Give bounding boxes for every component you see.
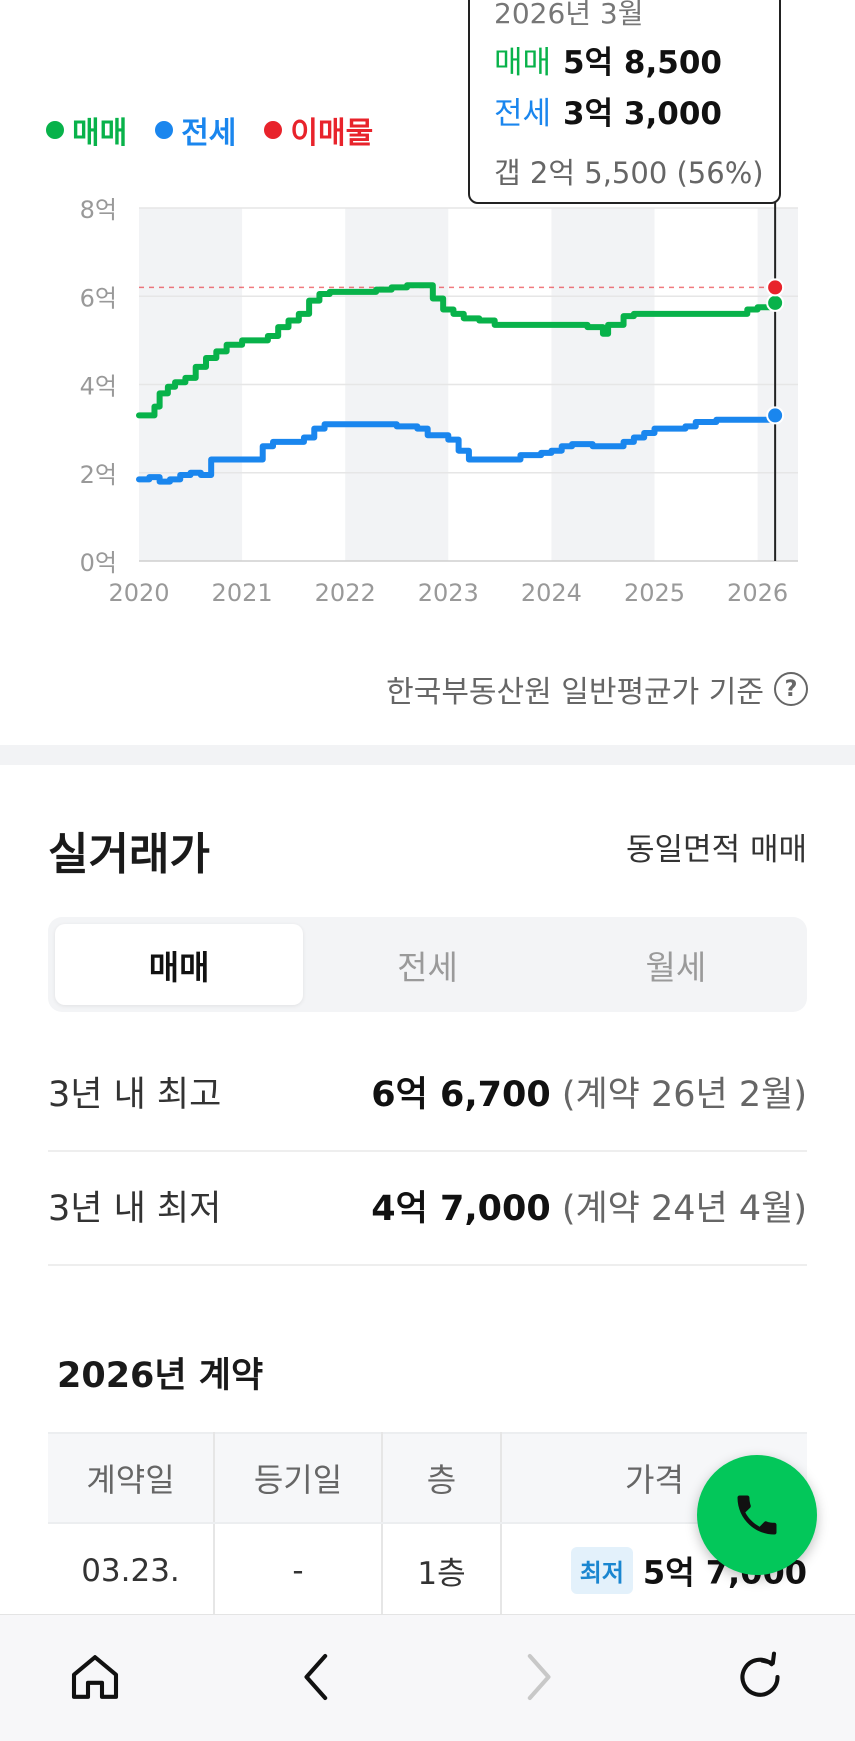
- table-header-row: 계약일 등기일 층 가격: [48, 1432, 807, 1524]
- legend-dot-jeonse: [155, 121, 174, 139]
- call-button[interactable]: [697, 1455, 817, 1575]
- section-divider: [0, 745, 855, 765]
- refresh-button[interactable]: [728, 1645, 792, 1709]
- cell-floor: 1층: [382, 1523, 502, 1617]
- back-icon: [304, 1653, 328, 1701]
- source-note-text: 한국부동산원 일반평균가 기준: [386, 675, 764, 710]
- stat-value-lowest: 4억 7,000 (계약 24년 4월): [371, 1180, 807, 1231]
- cell-registration-date: -: [214, 1523, 383, 1617]
- refresh-icon: [740, 1651, 780, 1697]
- cell-contract-date: 03.23.: [48, 1523, 215, 1617]
- y-tick-label: 8억: [80, 196, 117, 224]
- stat-price-lowest: 4억 7,000: [371, 1189, 551, 1229]
- x-tick-label: 2025: [624, 579, 685, 607]
- home-icon: [71, 1655, 119, 1699]
- header-floor: 층: [382, 1432, 502, 1524]
- x-tick-label: 2021: [212, 579, 273, 607]
- legend-label-jeonse: 전세: [181, 116, 237, 151]
- price-chart-section: 8억 6억 4억 2억 0억 2020 2021 2022 2023 2024 2025 2026 매…: [0, 0, 855, 745]
- tab-sale[interactable]: 매매: [55, 924, 304, 1005]
- stat-divider-1: [48, 1150, 807, 1152]
- tooltip-sale-value: 5억 8,500: [563, 45, 722, 81]
- y-tick-label: 2억: [80, 461, 117, 489]
- series-endpoint-sale: [766, 293, 785, 312]
- stat-note-highest: (계약 26년 2월): [561, 1075, 807, 1115]
- series-endpoint-jeonse: [766, 406, 785, 425]
- y-tick-label: 0억: [80, 549, 117, 577]
- chart-tooltip: 2026년 3월 매매 5억 8,500 전세 3억 3,000 갭 2억 5,50…: [468, 0, 781, 204]
- legend-item-jeonse[interactable]: 전세: [155, 108, 236, 152]
- tooltip-gap: 갭 2억 5,500 (56%): [494, 156, 764, 190]
- deal-type-tabs: 매매 전세 월세: [48, 917, 807, 1012]
- legend-label-listing: 이매물: [290, 116, 374, 151]
- bottom-nav: [0, 1614, 855, 1741]
- x-tick-label: 2026: [727, 579, 788, 607]
- stat-divider-2: [48, 1264, 807, 1266]
- x-tick-label: 2022: [315, 579, 376, 607]
- legend-label-sale: 매매: [72, 116, 128, 151]
- y-tick-label: 6억: [80, 284, 117, 312]
- real-price-title: 실거래가: [48, 829, 210, 880]
- stat-note-lowest: (계약 24년 4월): [561, 1189, 807, 1229]
- x-tick-label: 2020: [108, 579, 169, 607]
- x-tick-label: 2024: [521, 579, 582, 607]
- tooltip-jeonse-value: 3억 3,000: [563, 96, 722, 132]
- listing-point: [766, 278, 785, 297]
- contract-year-title: 2026년 계약: [57, 1356, 264, 1396]
- series-line-sale: [136, 282, 779, 419]
- stat-label-lowest: 3년 내 최저: [48, 1189, 222, 1229]
- legend-dot-sale: [46, 121, 64, 139]
- stat-label-highest: 3년 내 최고: [48, 1075, 222, 1115]
- source-note: 한국부동산원 일반평균가 기준 ?: [386, 667, 808, 711]
- legend-item-listing[interactable]: 이매물: [264, 108, 373, 152]
- x-tick-label: 2023: [418, 579, 479, 607]
- forward-button[interactable]: [506, 1645, 570, 1709]
- stat-price-highest: 6억 6,700: [371, 1075, 551, 1115]
- tab-monthly-rent[interactable]: 월세: [645, 947, 707, 987]
- tooltip-sale-label: 매매: [494, 45, 552, 81]
- lowest-badge: 최저: [570, 1547, 633, 1594]
- stat-row-highest: 3년 내 최고 6억 6,700 (계약 26년 2월): [48, 1066, 807, 1117]
- table-row[interactable]: 03.23. - 1층 최저 5억 7,000: [48, 1523, 807, 1617]
- home-button[interactable]: [63, 1645, 127, 1709]
- phone-icon: [737, 1495, 777, 1535]
- legend-dot-listing: [264, 121, 283, 139]
- tooltip-jeonse-label: 전세: [494, 96, 552, 132]
- contract-table: 계약일 등기일 층 가격 03.23. - 1층 최저 5억 7,000: [48, 1432, 807, 1617]
- question-circle-icon[interactable]: ?: [774, 672, 808, 706]
- tooltip-date: 2026년 3월: [494, 0, 644, 30]
- back-button[interactable]: [285, 1645, 349, 1709]
- chart-legend: 매매 전세 이매물: [46, 108, 373, 152]
- tab-jeonse[interactable]: 전세: [397, 947, 458, 987]
- header-contract-date: 계약일: [48, 1432, 215, 1524]
- forward-icon: [527, 1653, 551, 1701]
- series-line-jeonse: [136, 412, 779, 485]
- tooltip-sale-row: 매매 5억 8,500: [494, 48, 779, 79]
- stat-value-highest: 6억 6,700 (계약 26년 2월): [371, 1066, 807, 1117]
- real-price-filter[interactable]: 동일면적 매매: [626, 832, 807, 868]
- y-tick-label: 4억: [80, 373, 117, 401]
- stat-row-lowest: 3년 내 최저 4억 7,000 (계약 24년 4월): [48, 1180, 807, 1231]
- legend-item-sale[interactable]: 매매: [46, 108, 127, 152]
- tooltip-jeonse-row: 전세 3억 3,000: [494, 99, 779, 130]
- header-registration-date: 등기일: [214, 1432, 383, 1524]
